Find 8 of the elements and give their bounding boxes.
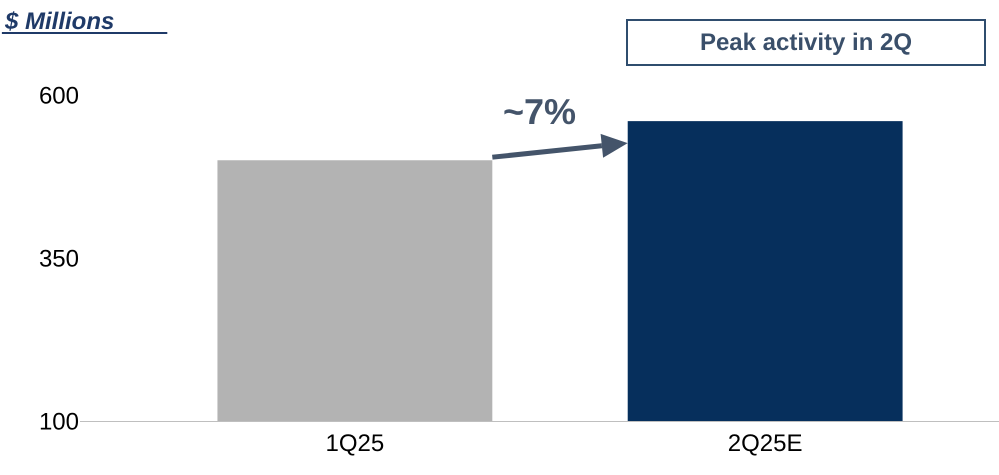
y-tick-label: 100	[38, 408, 79, 436]
annotation: ~7%	[503, 91, 576, 132]
y-tick-label: 600	[38, 82, 79, 110]
y-tick-label: 350	[38, 245, 79, 272]
y-axis-title: $ Millions	[4, 8, 114, 35]
x-tick-label: 1Q25	[326, 430, 384, 457]
text: Peak activity in 2Q	[700, 29, 912, 56]
x-tick-label: 2Q25E	[728, 430, 803, 457]
